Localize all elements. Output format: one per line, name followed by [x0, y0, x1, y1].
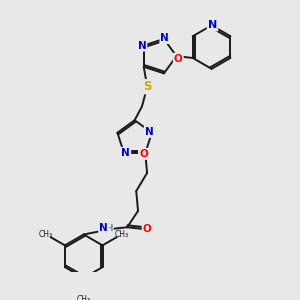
Text: N: N [208, 20, 217, 30]
Text: N: N [137, 40, 146, 50]
Text: O: O [174, 54, 183, 64]
Text: N: N [99, 223, 108, 233]
Text: S: S [143, 80, 152, 93]
Text: CH₃: CH₃ [39, 230, 53, 239]
Text: N: N [145, 127, 154, 137]
Text: O: O [139, 149, 148, 159]
Text: N: N [122, 148, 130, 158]
Text: O: O [143, 224, 152, 234]
Text: CH₃: CH₃ [114, 230, 128, 239]
Text: CH₃: CH₃ [76, 295, 91, 300]
Text: N: N [160, 33, 169, 43]
Text: H: H [105, 224, 113, 233]
